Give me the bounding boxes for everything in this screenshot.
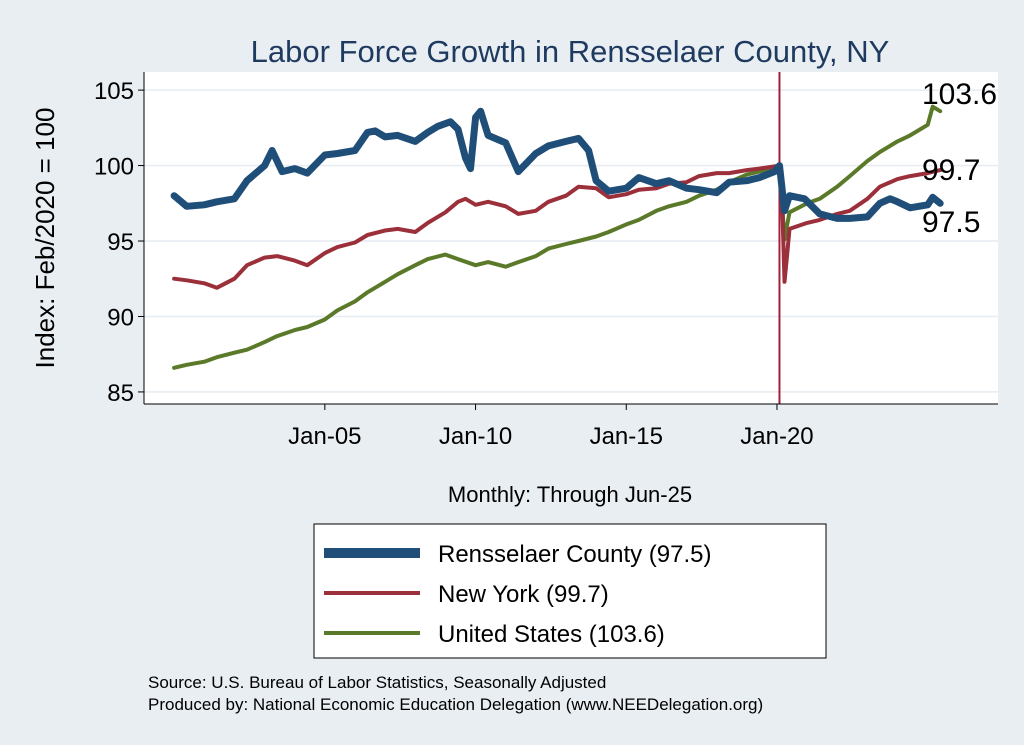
end-label: 99.7 <box>922 154 980 187</box>
end-label: 97.5 <box>922 206 980 239</box>
legend-items: Rensselaer County (97.5) New York (99.7) U… <box>324 541 711 648</box>
y-axis-label: Index: Feb/2020 = 100 <box>30 108 60 369</box>
y-tick-label: 95 <box>107 229 134 256</box>
x-tick-label: Jan-05 <box>288 423 361 450</box>
legend-label: New York (99.7) <box>438 581 609 608</box>
x-tick-label: Jan-10 <box>439 423 512 450</box>
chart-title: Labor Force Growth in Rensselaer County,… <box>251 34 890 69</box>
plot-area <box>144 72 998 404</box>
end-label: 103.6 <box>922 78 997 111</box>
series-lines <box>170 104 944 370</box>
y-tick-label: 105 <box>94 78 134 105</box>
legend-label: United States (103.6) <box>438 621 665 648</box>
x-axis-label: Monthly: Through Jun-25 <box>448 482 692 507</box>
series-line <box>170 107 944 222</box>
source-note: Source: U.S. Bureau of Labor Statistics,… <box>148 673 606 692</box>
legend: Rensselaer County (97.5) New York (99.7) U… <box>313 523 827 659</box>
producer-note: Produced by: National Economic Education… <box>148 695 763 714</box>
series-line <box>172 104 943 370</box>
y-tick-label: 90 <box>107 304 134 331</box>
x-tick-label: Jan-20 <box>740 423 813 450</box>
x-ticks: Jan-05 Jan-10 Jan-15 Jan-20 <box>288 404 814 450</box>
end-labels: 97.5 99.7 103.6 <box>922 78 997 239</box>
series-line <box>172 163 943 290</box>
legend-label: Rensselaer County (97.5) <box>438 541 711 568</box>
y-ticks: 85 90 95 100 105 <box>94 78 144 407</box>
y-tick-label: 100 <box>94 154 134 181</box>
y-tick-label: 85 <box>107 380 134 407</box>
x-tick-label: Jan-15 <box>590 423 663 450</box>
